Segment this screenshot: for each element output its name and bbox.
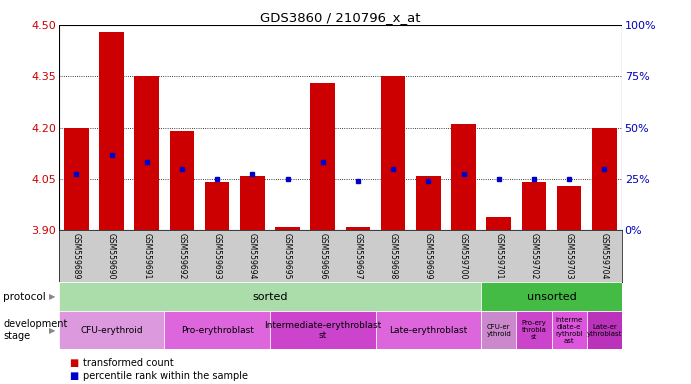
Text: GSM559700: GSM559700 [459, 233, 468, 280]
Bar [205, 182, 229, 230]
Text: CFU-er
ythroid: CFU-er ythroid [486, 324, 511, 337]
Bar [381, 76, 406, 230]
Text: unsorted: unsorted [527, 291, 576, 302]
Bar [59, 282, 481, 311]
Text: GSM559699: GSM559699 [424, 233, 433, 280]
Bar [481, 282, 622, 311]
Text: GSM559692: GSM559692 [178, 233, 187, 280]
Text: GSM559698: GSM559698 [388, 233, 397, 280]
Bar [416, 175, 441, 230]
Text: GSM559693: GSM559693 [213, 233, 222, 280]
Bar [587, 311, 622, 349]
Text: Pro-ery
throbla
st: Pro-ery throbla st [522, 320, 547, 340]
Text: percentile rank within the sample: percentile rank within the sample [83, 371, 248, 381]
Text: GSM559690: GSM559690 [107, 233, 116, 280]
Text: GSM559689: GSM559689 [72, 233, 81, 280]
Bar [100, 32, 124, 230]
Text: GSM559695: GSM559695 [283, 233, 292, 280]
Text: GSM559704: GSM559704 [600, 233, 609, 280]
Text: transformed count: transformed count [83, 358, 173, 368]
Bar [275, 227, 300, 230]
Bar [557, 186, 581, 230]
Bar [592, 127, 616, 230]
Bar [516, 311, 551, 349]
Bar [481, 311, 516, 349]
Bar [164, 311, 270, 349]
Text: Intermediate-erythroblast
st: Intermediate-erythroblast st [264, 321, 381, 340]
Text: GSM559694: GSM559694 [248, 233, 257, 280]
Bar [169, 131, 194, 230]
Bar [486, 217, 511, 230]
Text: GSM559702: GSM559702 [529, 233, 538, 280]
Text: Pro-erythroblast: Pro-erythroblast [180, 326, 254, 335]
Bar [59, 311, 164, 349]
Text: ■: ■ [69, 358, 78, 368]
Bar [270, 311, 375, 349]
Text: ▶: ▶ [49, 326, 55, 335]
Text: GSM559701: GSM559701 [494, 233, 503, 280]
Bar [64, 127, 88, 230]
Bar [346, 227, 370, 230]
Text: protocol: protocol [3, 291, 46, 302]
Title: GDS3860 / 210796_x_at: GDS3860 / 210796_x_at [260, 11, 421, 24]
Text: Late-er
ythroblast: Late-er ythroblast [587, 324, 622, 337]
Text: CFU-erythroid: CFU-erythroid [80, 326, 143, 335]
Text: GSM559703: GSM559703 [565, 233, 574, 280]
Text: sorted: sorted [252, 291, 287, 302]
Bar [240, 175, 265, 230]
Bar [310, 83, 335, 230]
Text: development
stage: development stage [3, 319, 68, 341]
Bar [451, 124, 476, 230]
Text: GSM559697: GSM559697 [353, 233, 362, 280]
Bar [522, 182, 546, 230]
Text: Interme
diate-e
rythrobl
ast: Interme diate-e rythrobl ast [556, 317, 583, 344]
Text: GSM559696: GSM559696 [319, 233, 328, 280]
Bar [375, 311, 481, 349]
Bar [551, 311, 587, 349]
Text: ■: ■ [69, 371, 78, 381]
Text: GSM559691: GSM559691 [142, 233, 151, 280]
Bar [135, 76, 159, 230]
Text: Late-erythroblast: Late-erythroblast [389, 326, 467, 335]
Text: ▶: ▶ [49, 292, 55, 301]
